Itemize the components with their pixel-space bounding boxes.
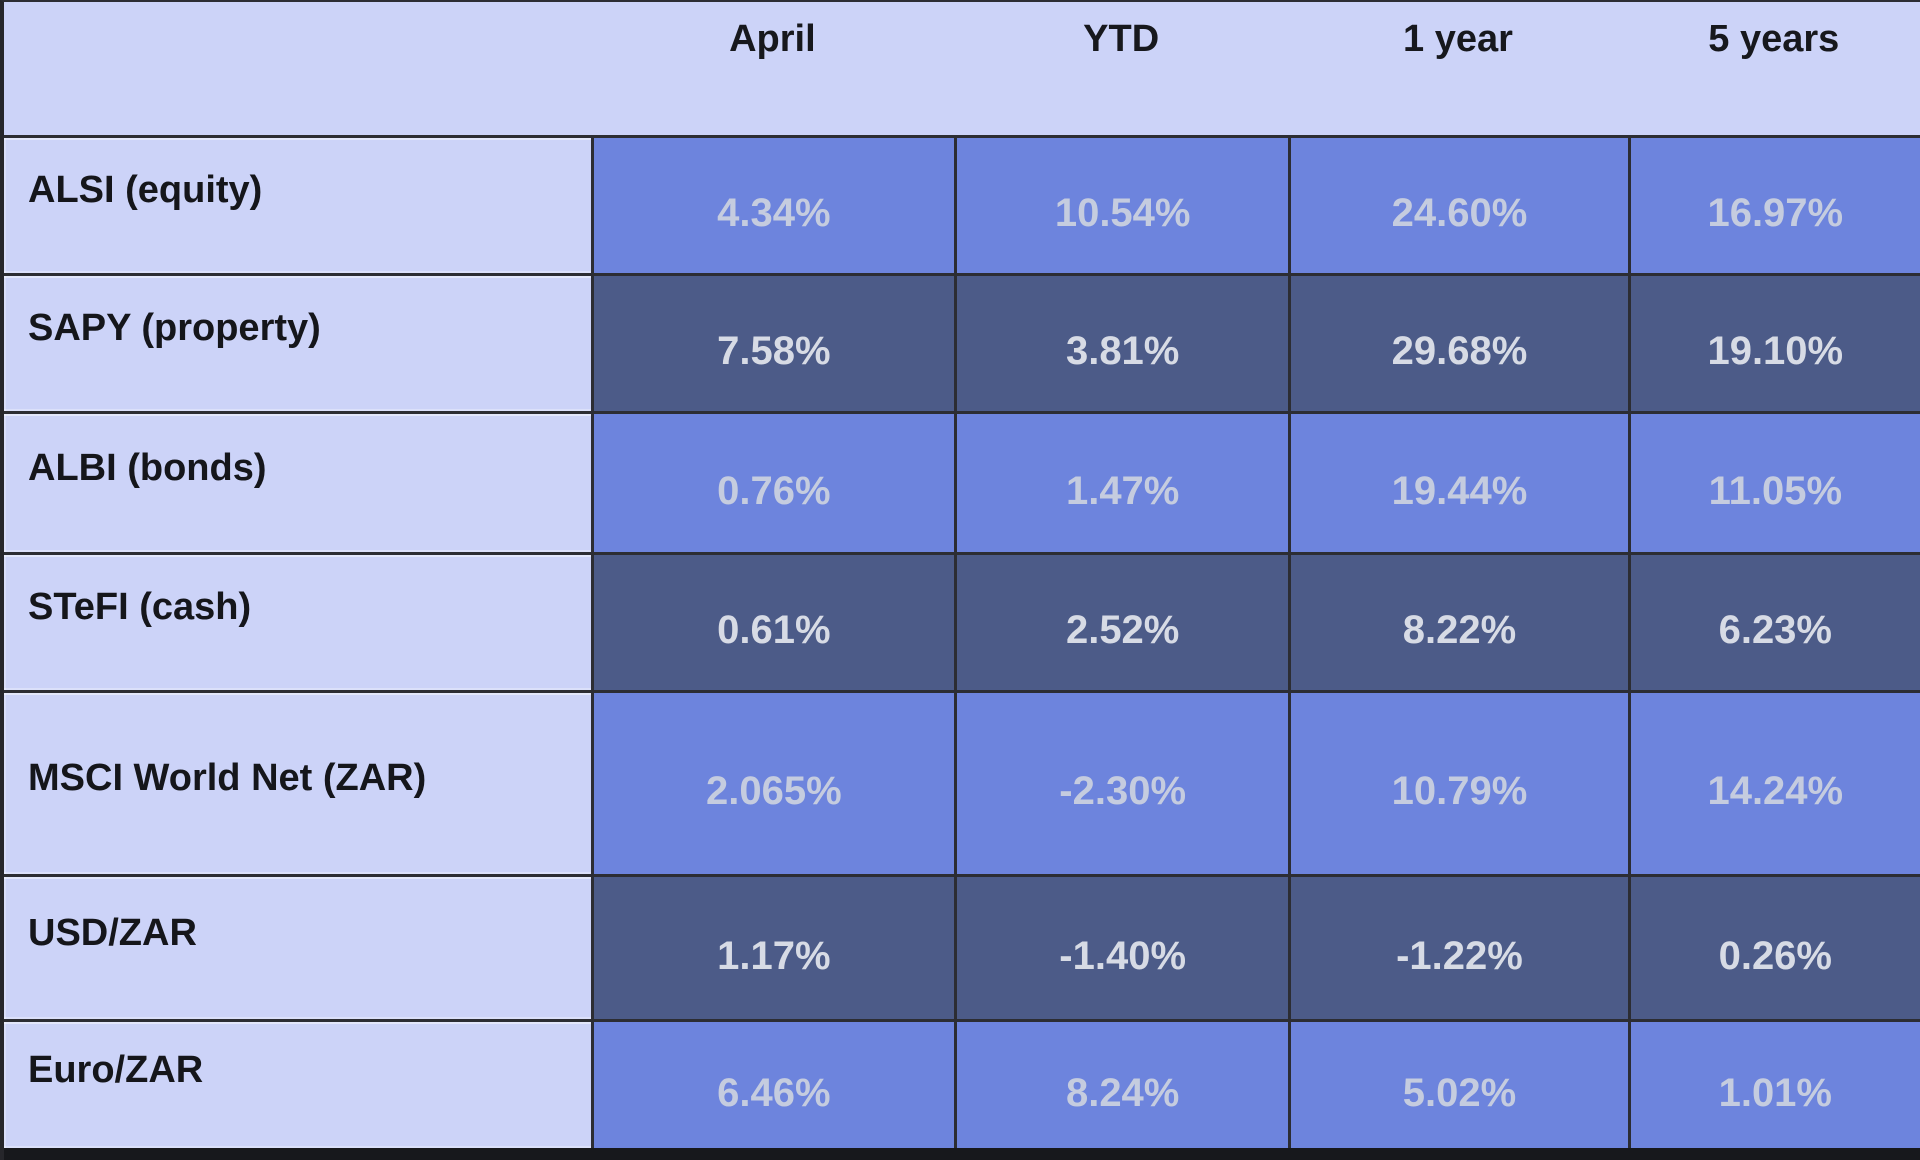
value-cell-5-years: 0.26%	[1627, 877, 1920, 1019]
value-cell-1-year: 8.22%	[1288, 555, 1628, 690]
row-label: USD/ZAR	[4, 877, 591, 1019]
value-cell-april: 1.17%	[590, 877, 955, 1019]
value-cell-ytd: -2.30%	[954, 693, 1289, 874]
column-header-5-years: 5 years	[1627, 2, 1920, 135]
value-cell-1-year: 29.68%	[1288, 276, 1628, 411]
table-row: SAPY (property) 7.58% 3.81% 29.68% 19.10…	[4, 273, 1920, 411]
column-header-april: April	[590, 2, 955, 135]
table-row: Euro/ZAR 6.46% 8.24% 5.02% 1.01%	[4, 1019, 1920, 1148]
value-cell-ytd: 1.47%	[954, 414, 1289, 552]
value-cell-5-years: 1.01%	[1627, 1022, 1920, 1148]
header-row: April YTD 1 year 5 years	[4, 2, 1920, 135]
value-cell-ytd: 10.54%	[954, 138, 1289, 273]
value-cell-1-year: 5.02%	[1288, 1022, 1628, 1148]
value-cell-april: 0.61%	[590, 555, 955, 690]
value-cell-april: 6.46%	[590, 1022, 955, 1148]
value-cell-ytd: 3.81%	[954, 276, 1289, 411]
row-label: Euro/ZAR	[4, 1022, 591, 1148]
column-header-ytd: YTD	[954, 2, 1289, 135]
table-row: USD/ZAR 1.17% -1.40% -1.22% 0.26%	[4, 874, 1920, 1019]
value-cell-1-year: 10.79%	[1288, 693, 1628, 874]
table-row: STeFI (cash) 0.61% 2.52% 8.22% 6.23%	[4, 552, 1920, 690]
value-cell-april: 7.58%	[590, 276, 955, 411]
value-cell-ytd: 2.52%	[954, 555, 1289, 690]
header-corner-cell	[4, 2, 591, 135]
table-row: MSCI World Net (ZAR) 2.065% -2.30% 10.79…	[4, 690, 1920, 874]
table-row: ALSI (equity) 4.34% 10.54% 24.60% 16.97%	[4, 135, 1920, 273]
table-bottom-border	[4, 1148, 1920, 1160]
row-label: MSCI World Net (ZAR)	[4, 693, 591, 874]
value-cell-ytd: -1.40%	[954, 877, 1289, 1019]
value-cell-ytd: 8.24%	[954, 1022, 1289, 1148]
value-cell-5-years: 14.24%	[1627, 693, 1920, 874]
value-cell-5-years: 19.10%	[1627, 276, 1920, 411]
value-cell-5-years: 16.97%	[1627, 138, 1920, 273]
row-label: STeFI (cash)	[4, 555, 591, 690]
row-label: ALBI (bonds)	[4, 414, 591, 552]
value-cell-april: 4.34%	[590, 138, 955, 273]
row-label: SAPY (property)	[4, 276, 591, 411]
row-label: ALSI (equity)	[4, 138, 591, 273]
value-cell-1-year: -1.22%	[1288, 877, 1628, 1019]
column-header-1-year: 1 year	[1288, 2, 1628, 135]
value-cell-5-years: 11.05%	[1627, 414, 1920, 552]
value-cell-1-year: 19.44%	[1288, 414, 1628, 552]
value-cell-1-year: 24.60%	[1288, 138, 1628, 273]
value-cell-april: 0.76%	[590, 414, 955, 552]
value-cell-april: 2.065%	[590, 693, 955, 874]
table-body: ALSI (equity) 4.34% 10.54% 24.60% 16.97%…	[4, 135, 1920, 1148]
table-row: ALBI (bonds) 0.76% 1.47% 19.44% 11.05%	[4, 411, 1920, 552]
value-cell-5-years: 6.23%	[1627, 555, 1920, 690]
